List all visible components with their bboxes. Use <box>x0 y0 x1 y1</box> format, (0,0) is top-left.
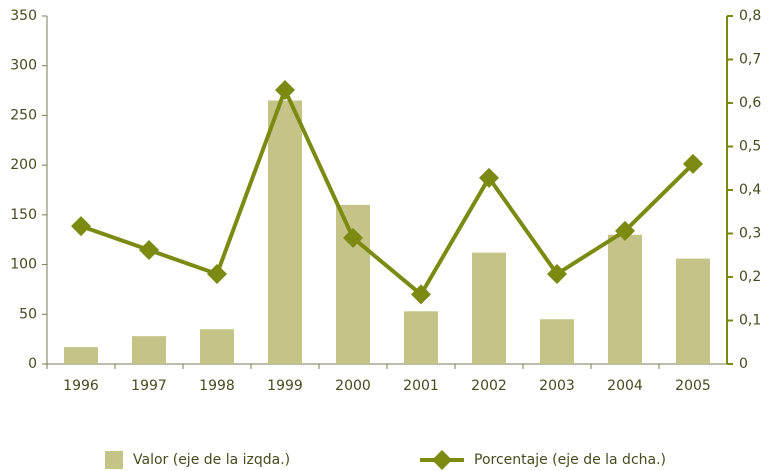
y2-tick-label: 0,7 <box>739 52 761 68</box>
y-tick-label: 200 <box>10 157 37 173</box>
y2-tick-label: 0 <box>739 356 748 372</box>
y-tick-label: 100 <box>10 257 37 273</box>
bar <box>64 347 98 364</box>
x-tick-label: 2001 <box>403 378 439 394</box>
legend-swatch <box>105 451 123 469</box>
marker <box>139 240 159 261</box>
marker <box>411 284 431 305</box>
y2-tick-label: 0,6 <box>739 95 761 111</box>
x-tick-label: 2003 <box>539 378 575 394</box>
y2-tick-label: 0,2 <box>739 269 761 285</box>
marker <box>547 263 567 284</box>
line <box>80 84 695 298</box>
y2-tick-label: 0,5 <box>739 139 761 155</box>
y2-tick-label: 0,1 <box>739 313 761 329</box>
y-tick-label: 350 <box>10 8 37 24</box>
marker <box>343 227 363 248</box>
x-tick-label: 1996 <box>63 378 99 394</box>
x-tick-label: 2000 <box>335 378 371 394</box>
bar <box>268 100 302 364</box>
x-tick-label: 1997 <box>131 378 167 394</box>
x-tick-label: 2004 <box>607 378 643 394</box>
legend-label: Valor (eje de la izqda.) <box>133 452 290 468</box>
marker <box>615 220 635 241</box>
bar <box>676 258 710 364</box>
y-tick-label: 150 <box>10 207 37 223</box>
x-tick-label: 2002 <box>471 378 507 394</box>
marker <box>207 263 227 284</box>
legend-marker <box>432 450 452 470</box>
x-tick-label: 1999 <box>267 378 303 394</box>
x-tick-label: 2005 <box>675 378 711 394</box>
bar <box>472 252 506 364</box>
y2-tick-label: 0,4 <box>739 182 761 198</box>
y2-tick-label: 0,3 <box>739 226 761 242</box>
y-tick-label: 50 <box>19 306 37 322</box>
marker <box>275 79 295 100</box>
bar <box>132 336 166 364</box>
bar <box>200 329 234 364</box>
legend-label: Porcentaje (eje de la dcha.) <box>474 452 666 468</box>
y2-tick-label: 0,8 <box>739 8 761 24</box>
marker <box>71 216 91 237</box>
bar <box>540 319 574 364</box>
bar <box>404 311 438 364</box>
y-tick-label: 0 <box>28 356 37 372</box>
marker <box>479 167 499 188</box>
y-tick-label: 250 <box>10 107 37 123</box>
x-tick-label: 1998 <box>199 378 235 394</box>
y-tick-label: 300 <box>10 58 37 74</box>
bar <box>608 234 642 364</box>
marker <box>683 153 703 174</box>
